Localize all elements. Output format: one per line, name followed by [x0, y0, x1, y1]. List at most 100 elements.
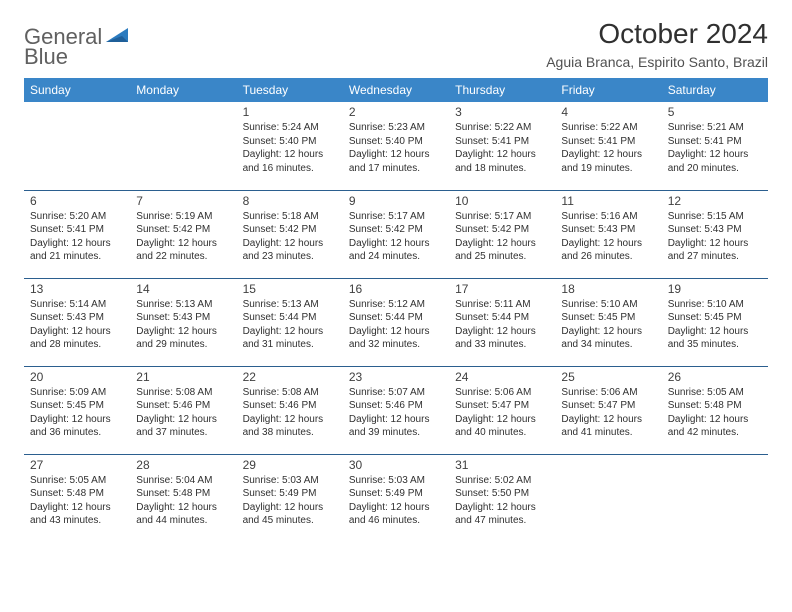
- calendar-day-cell: 1Sunrise: 5:24 AMSunset: 5:40 PMDaylight…: [237, 102, 343, 190]
- day-number: 6: [30, 194, 124, 208]
- calendar-day-cell: 20Sunrise: 5:09 AMSunset: 5:45 PMDayligh…: [24, 366, 130, 454]
- day-number: 29: [243, 458, 337, 472]
- day-info: Sunrise: 5:06 AMSunset: 5:47 PMDaylight:…: [561, 386, 655, 440]
- day-info-line: and 24 minutes.: [349, 250, 443, 264]
- day-number: 1: [243, 105, 337, 119]
- day-info-line: Daylight: 12 hours: [668, 325, 762, 339]
- day-info-line: Sunset: 5:42 PM: [243, 223, 337, 237]
- day-info-line: Sunset: 5:42 PM: [349, 223, 443, 237]
- day-info: Sunrise: 5:05 AMSunset: 5:48 PMDaylight:…: [30, 474, 124, 528]
- day-info: Sunrise: 5:10 AMSunset: 5:45 PMDaylight:…: [668, 298, 762, 352]
- day-info-line: Daylight: 12 hours: [561, 413, 655, 427]
- weekday-header: Wednesday: [343, 78, 449, 102]
- calendar-day-cell: [24, 102, 130, 190]
- day-info-line: and 36 minutes.: [30, 426, 124, 440]
- day-info-line: Sunrise: 5:06 AM: [455, 386, 549, 400]
- day-info-line: Sunset: 5:48 PM: [136, 487, 230, 501]
- day-info-line: Sunrise: 5:19 AM: [136, 210, 230, 224]
- weekday-header-row: Sunday Monday Tuesday Wednesday Thursday…: [24, 78, 768, 102]
- day-info-line: and 41 minutes.: [561, 426, 655, 440]
- day-info-line: and 40 minutes.: [455, 426, 549, 440]
- day-info-line: and 28 minutes.: [30, 338, 124, 352]
- calendar-day-cell: 25 Sunrise: 5:06 AMSunset: 5:47 PMDayligh…: [555, 366, 661, 454]
- logo-triangle-icon: [106, 26, 132, 49]
- day-info-line: Sunset: 5:44 PM: [243, 311, 337, 325]
- day-info-line: Sunrise: 5:04 AM: [136, 474, 230, 488]
- calendar-week-row: 27Sunrise: 5:05 AMSunset: 5:48 PMDayligh…: [24, 454, 768, 542]
- day-info-line: Sunrise: 5:12 AM: [349, 298, 443, 312]
- day-info: Sunrise: 5:18 AMSunset: 5:42 PMDaylight:…: [243, 210, 337, 264]
- calendar-day-cell: 2Sunrise: 5:23 AMSunset: 5:40 PMDaylight…: [343, 102, 449, 190]
- day-info-line: and 44 minutes.: [136, 514, 230, 528]
- day-number: 5: [668, 105, 762, 119]
- day-info: Sunrise: 5:03 AMSunset: 5:49 PMDaylight:…: [349, 474, 443, 528]
- calendar-week-row: 20 Sunrise: 5:09 AMSunset: 5:45 PM Dayligh…: [24, 366, 768, 454]
- weekday-header: Tuesday: [237, 78, 343, 102]
- day-info-line: Sunset: 5:44 PM: [349, 311, 443, 325]
- day-info-line: Sunrise: 5:23 AM: [349, 121, 443, 135]
- day-number: 20: [30, 370, 124, 384]
- day-info-line: Daylight: 12 hours: [243, 237, 337, 251]
- day-info-line: Daylight: 12 hours: [668, 237, 762, 251]
- day-info-line: Sunset: 5:41 PM: [668, 135, 762, 149]
- day-info-line: Sunset: 5:43 PM: [30, 311, 124, 325]
- day-info: Sunrise: 5:23 AMSunset: 5:40 PMDaylight:…: [349, 121, 443, 175]
- day-info-line: Sunset: 5:42 PM: [455, 223, 549, 237]
- day-number: 15: [243, 282, 337, 296]
- calendar-day-cell: [662, 454, 768, 542]
- day-info-line: Daylight: 12 hours: [455, 148, 549, 162]
- day-info-line: Daylight: 12 hours: [349, 413, 443, 427]
- calendar-day-cell: 7Sunrise: 5:19 AMSunset: 5:42 PMDaylight…: [130, 190, 236, 278]
- weekday-header: Saturday: [662, 78, 768, 102]
- day-info-line: Sunset: 5:45 PM: [30, 399, 124, 413]
- day-info-line: Sunrise: 5:15 AM: [668, 210, 762, 224]
- weekday-header: Thursday: [449, 78, 555, 102]
- day-info-line: Sunrise: 5:02 AM: [455, 474, 549, 488]
- day-info: Sunrise: 5:22 AMSunset: 5:41 PMDaylight:…: [561, 121, 655, 175]
- calendar-day-cell: 29Sunrise: 5:03 AMSunset: 5:49 PMDayligh…: [237, 454, 343, 542]
- day-info-line: Daylight: 12 hours: [668, 413, 762, 427]
- day-info-line: and 37 minutes.: [136, 426, 230, 440]
- calendar-week-row: 6Sunrise: 5:20 AMSunset: 5:41 PMDaylight…: [24, 190, 768, 278]
- calendar-day-cell: 15Sunrise: 5:13 AMSunset: 5:44 PMDayligh…: [237, 278, 343, 366]
- day-info-line: Sunrise: 5:08 AM: [136, 386, 230, 400]
- calendar-day-cell: [130, 102, 236, 190]
- day-info-line: Daylight: 12 hours: [30, 237, 124, 251]
- day-info-line: Sunset: 5:43 PM: [668, 223, 762, 237]
- day-info-line: and 39 minutes.: [349, 426, 443, 440]
- day-info-line: Sunrise: 5:16 AM: [561, 210, 655, 224]
- day-info: Sunrise: 5:15 AMSunset: 5:43 PMDaylight:…: [668, 210, 762, 264]
- day-number: 4: [561, 105, 655, 119]
- day-number: 25: [561, 370, 655, 384]
- day-info: Sunrise: 5:07 AMSunset: 5:46 PMDaylight:…: [349, 386, 443, 440]
- day-info: Sunrise: 5:19 AMSunset: 5:42 PMDaylight:…: [136, 210, 230, 264]
- day-info-line: and 26 minutes.: [561, 250, 655, 264]
- day-info-line: Sunrise: 5:11 AM: [455, 298, 549, 312]
- calendar-day-cell: 22 Sunrise: 5:08 AMSunset: 5:46 PMDayligh…: [237, 366, 343, 454]
- day-number: 22: [243, 370, 337, 384]
- day-info-line: Daylight: 12 hours: [349, 501, 443, 515]
- logo-text-blue-wrap: Blue: [24, 44, 68, 70]
- day-number: 11: [561, 194, 655, 208]
- day-info-line: Daylight: 12 hours: [136, 325, 230, 339]
- day-info-line: Sunset: 5:45 PM: [668, 311, 762, 325]
- calendar-day-cell: 9Sunrise: 5:17 AMSunset: 5:42 PMDaylight…: [343, 190, 449, 278]
- day-info: Sunrise: 5:08 AMSunset: 5:46 PMDaylight:…: [243, 386, 337, 440]
- day-number: 14: [136, 282, 230, 296]
- day-info-line: and 35 minutes.: [668, 338, 762, 352]
- day-info-line: Sunrise: 5:20 AM: [30, 210, 124, 224]
- day-info-line: Sunrise: 5:09 AM: [30, 386, 124, 400]
- day-info-line: Daylight: 12 hours: [455, 237, 549, 251]
- day-info-line: and 20 minutes.: [668, 162, 762, 176]
- day-info-line: Sunrise: 5:05 AM: [668, 386, 762, 400]
- day-info-line: Daylight: 12 hours: [455, 413, 549, 427]
- calendar-week-row: 1Sunrise: 5:24 AMSunset: 5:40 PMDaylight…: [24, 102, 768, 190]
- day-number: 21: [136, 370, 230, 384]
- day-info-line: Sunrise: 5:08 AM: [243, 386, 337, 400]
- month-title: October 2024: [546, 18, 768, 50]
- day-info: Sunrise: 5:12 AMSunset: 5:44 PMDaylight:…: [349, 298, 443, 352]
- day-info-line: Sunset: 5:41 PM: [455, 135, 549, 149]
- day-number: 16: [349, 282, 443, 296]
- day-info-line: Sunset: 5:43 PM: [561, 223, 655, 237]
- calendar-day-cell: 10Sunrise: 5:17 AMSunset: 5:42 PMDayligh…: [449, 190, 555, 278]
